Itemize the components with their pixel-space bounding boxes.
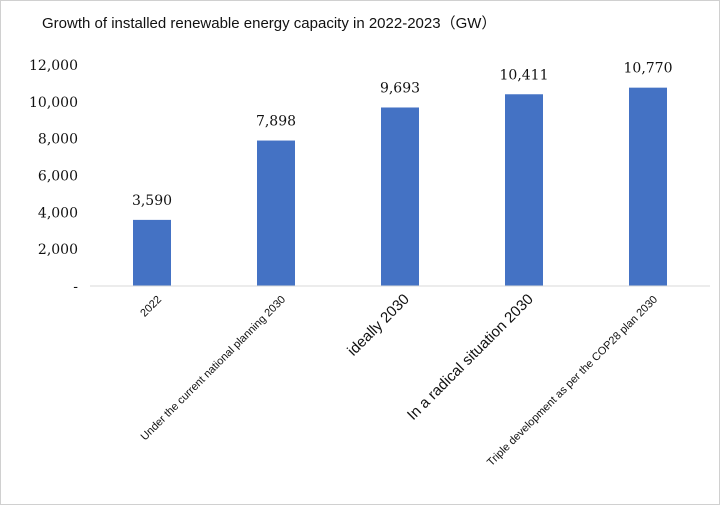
x-tick-label-1: 2022 [138, 294, 164, 320]
bar-4 [505, 94, 543, 286]
plot-area: 3,590 7,898 9,693 10,411 10,770 [132, 61, 673, 287]
y-tick-label: 10,000 [29, 95, 78, 111]
x-tick-label-4: In a radical situation 2030 [404, 291, 537, 424]
x-tick-label-2: Under the current national planning 2030 [139, 294, 288, 443]
bar-5 [629, 87, 667, 286]
x-tick-label-3: ideally 2030 [344, 291, 413, 360]
y-tick-label: 6,000 [38, 169, 78, 185]
y-axis: - 2,000 4,000 6,000 8,000 10,000 12,000 [29, 58, 78, 295]
data-label-5: 10,770 [624, 61, 673, 77]
y-tick-label: 4,000 [38, 205, 78, 221]
data-label-4: 10,411 [500, 67, 549, 83]
bar-2 [257, 140, 295, 286]
data-label-2: 7,898 [256, 114, 296, 130]
bar-3 [381, 107, 419, 287]
chart-title: Growth of installed renewable energy cap… [42, 15, 496, 32]
data-label-3: 9,693 [380, 80, 420, 96]
data-label-1: 3,590 [132, 193, 172, 209]
y-tick-label: 12,000 [29, 58, 78, 74]
bar-1 [133, 219, 171, 286]
y-tick-label: 8,000 [38, 132, 78, 148]
y-tick-label: - [73, 279, 78, 295]
y-tick-label: 2,000 [38, 242, 78, 258]
